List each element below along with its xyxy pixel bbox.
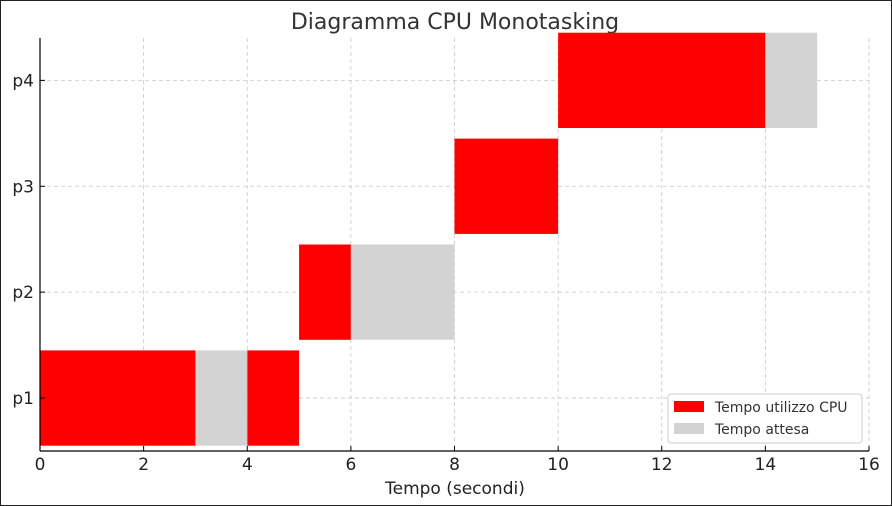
x-tick-label: 10 bbox=[547, 455, 569, 475]
x-tick-label: 0 bbox=[35, 455, 46, 475]
y-ticks: p1 p2 p3 p4 bbox=[12, 71, 45, 409]
x-tick-label: 12 bbox=[651, 455, 673, 475]
x-tick-label: 4 bbox=[242, 455, 253, 475]
y-tick-label-p1: p1 bbox=[12, 389, 34, 409]
legend-label-wait: Tempo attesa bbox=[714, 422, 809, 438]
y-tick-label-p2: p2 bbox=[12, 283, 34, 303]
cpu-bar-p2 bbox=[299, 244, 351, 340]
wait-bar-p2 bbox=[350, 244, 455, 340]
cpu-bar-p4 bbox=[558, 32, 766, 129]
legend-swatch-wait bbox=[674, 423, 704, 434]
x-ticks: 0 2 4 6 8 10 12 14 16 bbox=[35, 446, 880, 475]
legend-swatch-cpu bbox=[674, 401, 704, 412]
cpu-bar-p1 bbox=[40, 350, 196, 446]
bars bbox=[40, 32, 818, 446]
wait-bar-p1 bbox=[195, 350, 248, 446]
x-tick-label: 6 bbox=[345, 455, 356, 475]
chart-title: Diagramma CPU Monotasking bbox=[291, 10, 619, 35]
x-tick-label: 2 bbox=[138, 455, 149, 475]
y-tick-label-p3: p3 bbox=[12, 177, 34, 197]
wait-bar-p4 bbox=[765, 32, 818, 129]
x-tick-label: 16 bbox=[858, 455, 880, 475]
x-tick-label: 14 bbox=[755, 455, 777, 475]
cpu-bar-p3 bbox=[454, 138, 559, 234]
cpu-bar-p1 bbox=[247, 350, 300, 446]
y-tick-label-p4: p4 bbox=[12, 71, 34, 91]
legend-box bbox=[667, 393, 863, 444]
x-tick-label: 8 bbox=[449, 455, 460, 475]
x-axis-label: Tempo (secondi) bbox=[384, 479, 525, 499]
legend: Tempo utilizzo CPU Tempo attesa bbox=[667, 393, 863, 444]
legend-label-cpu: Tempo utilizzo CPU bbox=[714, 400, 848, 416]
